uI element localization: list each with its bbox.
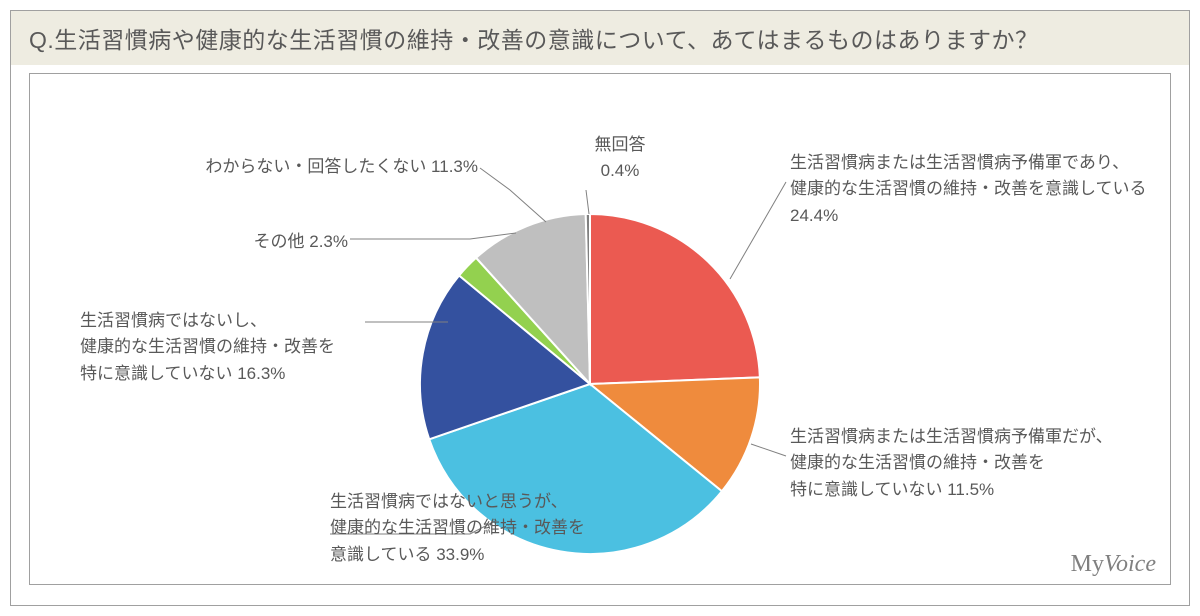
leader-s1 (730, 182, 786, 279)
slice-label-3: 生活習慣病ではないと思うが、 健康的な生活習慣の維持・改善を 意識している 33… (330, 489, 585, 568)
plot-area: 生活習慣病または生活習慣病予備軍であり、 健康的な生活習慣の維持・改善を意識して… (29, 73, 1171, 585)
pie-slice-s1 (590, 214, 760, 384)
leader-s5 (350, 233, 516, 239)
slice-label-5: その他 2.3% (254, 229, 348, 255)
chart-title: Q.生活習慣病や健康的な生活習慣の維持・改善の意識について、あてはまるものはあり… (11, 11, 1189, 65)
slice-label-1: 生活習慣病または生活習慣病予備軍であり、 健康的な生活習慣の維持・改善を意識して… (790, 150, 1147, 229)
leader-s2 (751, 444, 786, 456)
chart-card: Q.生活習慣病や健康的な生活習慣の維持・改善の意識について、あてはまるものはあり… (10, 10, 1190, 606)
brand-logo: MyVoice (1071, 551, 1156, 578)
leader-s6 (480, 168, 546, 222)
slice-label-2: 生活習慣病または生活習慣病予備軍だが、 健康的な生活習慣の維持・改善を 特に意識… (790, 424, 1113, 503)
slice-label-4: 生活習慣病ではないし、 健康的な生活習慣の維持・改善を 特に意識していない 16… (80, 308, 335, 387)
slice-label-6: わからない・回答したくない 11.3% (205, 154, 478, 180)
brand-text-my: My (1071, 551, 1104, 577)
leader-s7 (586, 190, 589, 214)
brand-text-voice: Voice (1104, 551, 1156, 577)
slice-label-7: 無回答 0.4% (595, 132, 646, 185)
